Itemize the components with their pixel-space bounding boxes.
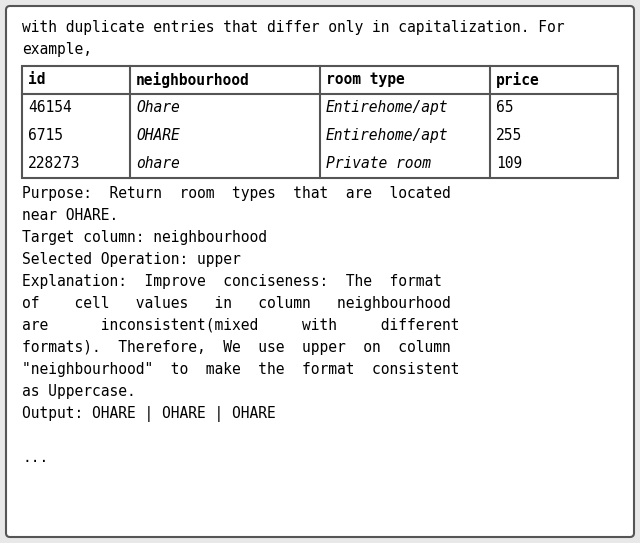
Bar [22,66,618,178]
Text: ...: ... [22,450,48,465]
Text: 255: 255 [496,128,522,143]
Text: ohare: ohare [136,156,180,171]
Text: Explanation:  Improve  conciseness:  The  format: Explanation: Improve conciseness: The fo… [22,274,442,289]
Text: are      inconsistent(mixed     with     different: are inconsistent(mixed with different [22,318,460,333]
Text: 6715: 6715 [28,128,63,143]
Text: as Uppercase.: as Uppercase. [22,384,136,399]
Text: Ohare: Ohare [136,100,180,115]
Text: price: price [496,72,540,88]
Text: OHARE: OHARE [136,128,180,143]
Text: near OHARE.: near OHARE. [22,208,118,223]
Text: 46154: 46154 [28,100,72,115]
Text: "neighbourhood"  to  make  the  format  consistent: "neighbourhood" to make the format consi… [22,362,460,377]
Text: 228273: 228273 [28,156,81,171]
Text: formats).  Therefore,  We  use  upper  on  column: formats). Therefore, We use upper on col… [22,340,451,355]
Text: Output: OHARE | OHARE | OHARE: Output: OHARE | OHARE | OHARE [22,406,276,422]
Text: 65: 65 [496,100,513,115]
Text: 109: 109 [496,156,522,171]
Text: room type: room type [326,72,404,87]
Text: Purpose:  Return  room  types  that  are  located: Purpose: Return room types that are loca… [22,186,451,201]
FancyBboxPatch shape [6,6,634,537]
Text: example,: example, [22,42,92,57]
Text: with duplicate entries that differ only in capitalization. For: with duplicate entries that differ only … [22,20,564,35]
Text: Selected Operation: upper: Selected Operation: upper [22,252,241,267]
Text: Private room: Private room [326,156,431,171]
Text: of    cell   values   in   column   neighbourhood: of cell values in column neighbourhood [22,296,451,311]
Text: Entirehome/apt: Entirehome/apt [326,128,449,143]
Text: id: id [28,72,45,87]
Text: Entirehome/apt: Entirehome/apt [326,100,449,115]
Text: Target column: neighbourhood: Target column: neighbourhood [22,230,267,245]
Text: neighbourhood: neighbourhood [136,72,250,88]
